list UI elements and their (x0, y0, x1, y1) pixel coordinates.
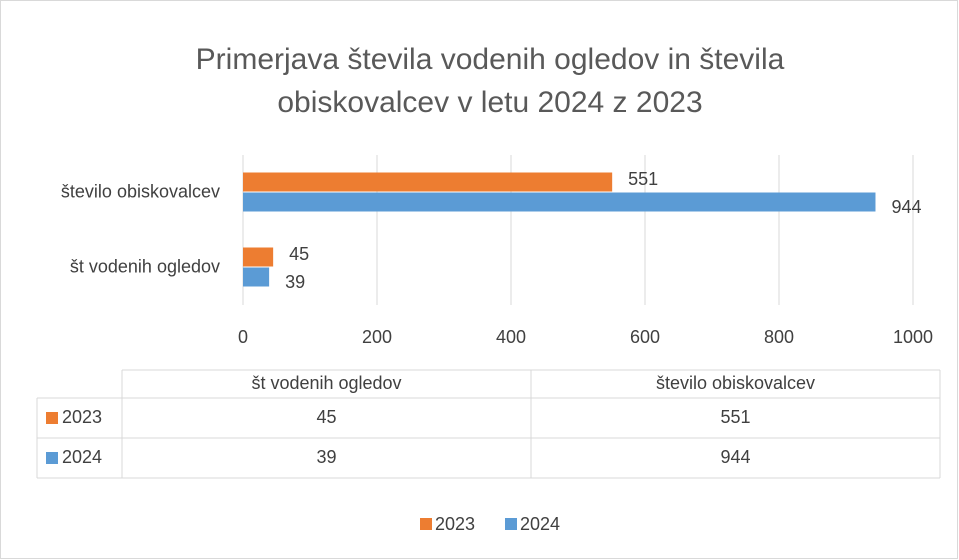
x-tick-label: 400 (496, 327, 526, 347)
data-label: 944 (891, 197, 921, 217)
y-tick-label: število obiskovalcev (61, 181, 220, 201)
table-legend-key (46, 412, 58, 424)
x-tick-label: 800 (764, 327, 794, 347)
table-header: število obiskovalcev (656, 373, 815, 393)
table-row-label: 2024 (62, 447, 102, 467)
legend-key (420, 518, 432, 530)
table-cell: 45 (316, 407, 336, 427)
x-tick-label: 600 (630, 327, 660, 347)
data-label: 551 (628, 169, 658, 189)
bar (243, 192, 876, 212)
legend-label: 2023 (435, 514, 475, 534)
bar (243, 247, 274, 267)
table-cell: 39 (316, 447, 336, 467)
x-tick-label: 1000 (893, 327, 933, 347)
table-header: št vodenih ogledov (251, 373, 401, 393)
legend-label: 2024 (520, 514, 560, 534)
data-label: 45 (289, 244, 309, 264)
table-cell: 551 (720, 407, 750, 427)
x-tick-label: 0 (238, 327, 248, 347)
table-row-label: 2023 (62, 407, 102, 427)
table-legend-key (46, 452, 58, 464)
data-label: 39 (285, 272, 305, 292)
x-tick-label: 200 (362, 327, 392, 347)
bar (243, 267, 270, 287)
chart-title: Primerjava števila vodenih ogledov in št… (195, 43, 785, 119)
table-cell: 944 (720, 447, 750, 467)
bar (243, 172, 613, 192)
y-tick-label: št vodenih ogledov (70, 256, 220, 276)
legend-key (505, 518, 517, 530)
